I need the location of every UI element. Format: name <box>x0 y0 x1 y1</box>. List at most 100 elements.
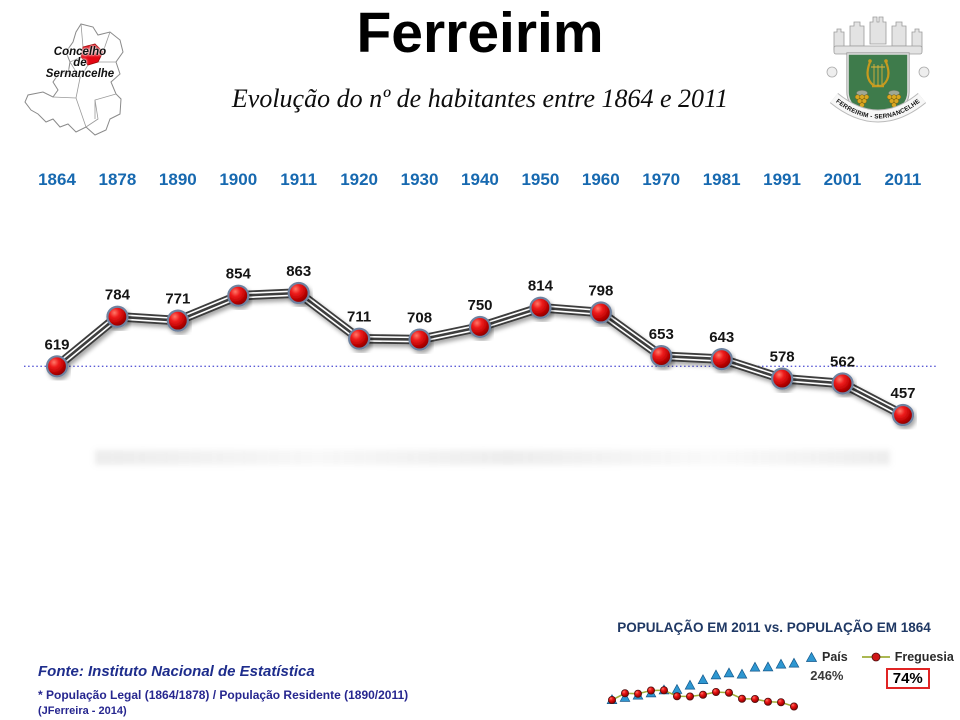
year-label: 1930 <box>400 170 439 189</box>
year-label: 1960 <box>581 170 620 189</box>
freguesia-point <box>634 689 643 698</box>
parish-borders <box>52 23 117 128</box>
data-value-label: 643 <box>709 329 734 346</box>
year-label: 1878 <box>98 170 137 189</box>
freguesia-point <box>725 688 734 697</box>
scroll-curl-right <box>918 66 930 78</box>
map-caption-line2: de <box>73 57 87 69</box>
data-point-1900 <box>227 284 250 307</box>
year-label: 2011 <box>884 170 922 189</box>
map-caption-line1: Concelho <box>53 46 107 58</box>
grape-cluster-left-icon <box>854 90 870 108</box>
data-value-label: 784 <box>105 287 131 304</box>
pais-point <box>723 667 735 678</box>
year-label: 1920 <box>340 170 379 189</box>
data-value-label: 562 <box>830 353 855 370</box>
pais-point <box>684 679 696 690</box>
data-point-1960 <box>589 301 612 324</box>
data-point-1920 <box>348 327 371 350</box>
data-point-1930 <box>408 328 431 351</box>
legend-pais: País 246% <box>806 650 848 689</box>
map-caption: Concelho de Sernancelhe <box>24 46 136 80</box>
pais-point <box>710 669 722 680</box>
ferreirim-parish-highlight <box>80 43 104 66</box>
data-value-label: 457 <box>890 385 915 402</box>
scroll-curl-left <box>826 66 838 78</box>
year-label: 1864 <box>38 170 76 189</box>
year-label: 1991 <box>763 170 801 189</box>
legend-freguesia: Freguesia 74% <box>861 650 954 689</box>
data-point-1878 <box>106 305 129 328</box>
data-value-label: 750 <box>467 297 492 314</box>
comparison-mini-chart <box>606 657 800 711</box>
author-credit: (JFerreira - 2014) <box>38 705 127 717</box>
data-point-1940 <box>468 315 492 339</box>
freguesia-point <box>647 686 656 695</box>
freguesia-point <box>620 689 629 698</box>
data-point-1981 <box>710 348 733 371</box>
data-value-label: 708 <box>407 310 432 327</box>
triangle-marker-icon <box>806 652 817 662</box>
year-label: 1940 <box>461 170 499 189</box>
data-value-label: 798 <box>588 283 613 300</box>
data-point-2001 <box>831 372 854 395</box>
data-point-2011 <box>891 403 915 427</box>
source-note: * População Legal (1864/1878) / Populaçã… <box>38 688 409 702</box>
freguesia-point <box>686 692 695 701</box>
data-point-1864 <box>45 355 69 378</box>
data-value-label: 711 <box>347 309 371 326</box>
line-dot-marker-icon <box>861 652 890 662</box>
x-axis-year-labels: 1864 1878 1890 1900 1911 1920 1930 1940 1950 1960… <box>27 170 933 192</box>
freguesia-point <box>750 695 759 704</box>
pais-point <box>788 657 800 668</box>
data-point-1950 <box>529 296 552 319</box>
page-subtitle: Evolução do nº de habitantes entre 1864 … <box>231 84 729 113</box>
population-line-chart: 619 784 771 854 863 711 708 750 814 798 653 643 578 5… <box>24 263 936 427</box>
pais-point <box>736 668 748 679</box>
pais-point <box>749 661 761 672</box>
legend-freguesia-label: Freguesia <box>894 650 954 664</box>
pais-final-value: 246% <box>810 668 844 683</box>
page-title: Ferreirim <box>356 1 604 65</box>
year-label: 1950 <box>521 170 560 189</box>
municipality-map <box>24 23 124 136</box>
map-caption-line3: Sernancelhe <box>45 68 115 80</box>
freguesia-point <box>673 692 682 701</box>
legend-pais-label: País <box>822 650 848 664</box>
ghost-reflection-band <box>95 450 890 465</box>
data-point-1911 <box>287 281 310 305</box>
freguesia-point <box>763 697 772 706</box>
year-label: 1890 <box>158 170 197 189</box>
year-label: 1981 <box>702 170 741 189</box>
freguesia-point <box>699 690 708 699</box>
freguesia-point <box>776 698 785 707</box>
pais-point <box>762 661 774 672</box>
pais-point <box>775 658 787 669</box>
grape-cluster-right-icon <box>886 90 902 108</box>
pais-point <box>671 683 683 694</box>
pais-point <box>697 674 709 684</box>
data-value-label: 619 <box>44 336 69 353</box>
ribbon <box>830 93 926 122</box>
comparison-chart-title: POPULAÇÃO EM 2011 vs. POPULAÇÃO EM 1864 <box>617 620 931 635</box>
source-text: Fonte: Instituto Nacional de Estatística <box>38 663 315 680</box>
data-point-1991 <box>771 367 794 390</box>
coat-of-arms: FERREIRIM - SERNANCELHE <box>826 16 930 123</box>
data-value-label: 653 <box>649 326 674 343</box>
mural-crown-icon <box>833 16 923 55</box>
year-label: 1911 <box>280 170 318 189</box>
data-point-1890 <box>166 309 189 332</box>
freguesia-final-value: 74% <box>885 668 930 689</box>
freguesia-point <box>607 696 616 705</box>
data-value-label: 863 <box>286 263 311 280</box>
year-label: 1970 <box>642 170 681 189</box>
comparison-legend: País 246% Freguesia 74% <box>806 650 954 689</box>
freguesia-point <box>712 688 721 697</box>
year-label: 2001 <box>823 170 862 189</box>
year-label: 1900 <box>219 170 258 189</box>
data-value-label: 578 <box>770 349 795 366</box>
data-value-label: 854 <box>226 266 252 283</box>
freguesia-point <box>737 694 746 703</box>
freguesia-point <box>789 702 798 711</box>
